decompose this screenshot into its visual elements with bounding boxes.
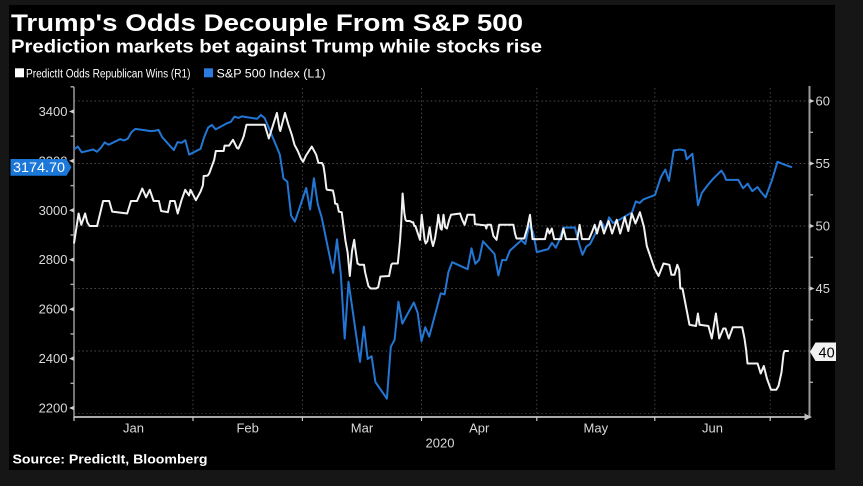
svg-text:2020: 2020 (426, 436, 455, 451)
svg-text:Source: PredictIt, Bloomberg: Source: PredictIt, Bloomberg (13, 453, 208, 467)
svg-text:60: 60 (816, 94, 830, 109)
svg-text:2600: 2600 (39, 302, 68, 317)
svg-text:May: May (584, 421, 609, 436)
svg-text:Feb: Feb (236, 421, 258, 436)
svg-text:40: 40 (819, 345, 835, 361)
svg-text:3000: 3000 (39, 203, 68, 218)
svg-text:45: 45 (816, 281, 830, 296)
svg-text:Apr: Apr (469, 421, 490, 436)
svg-text:Jun: Jun (702, 421, 723, 436)
svg-text:Trump's Odds Decouple From S&P: Trump's Odds Decouple From S&P 500 (11, 10, 523, 37)
svg-text:2200: 2200 (39, 401, 68, 416)
svg-text:2800: 2800 (39, 252, 68, 267)
svg-text:55: 55 (816, 156, 830, 171)
svg-text:Jan: Jan (123, 421, 144, 436)
svg-text:PredictIt Odds Republican Wins: PredictIt Odds Republican Wins (R1) (26, 69, 191, 81)
svg-text:2400: 2400 (39, 351, 68, 366)
svg-text:50: 50 (816, 219, 830, 234)
svg-text:Prediction markets bet against: Prediction markets bet against Trump whi… (11, 36, 542, 56)
svg-text:Mar: Mar (351, 421, 374, 436)
svg-text:3174.70: 3174.70 (13, 160, 65, 175)
svg-text:3400: 3400 (39, 104, 68, 119)
svg-text:S&P 500 Index (L1): S&P 500 Index (L1) (217, 69, 326, 81)
